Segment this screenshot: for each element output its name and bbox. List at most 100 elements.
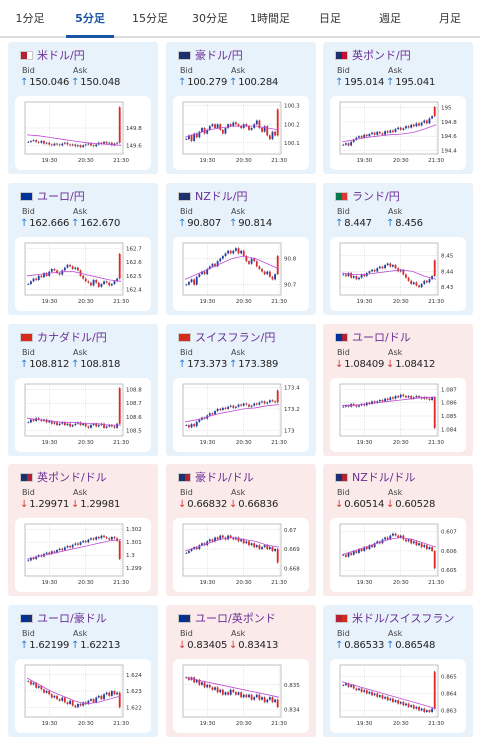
candle (268, 697, 271, 700)
candle (405, 126, 407, 129)
pair-name: ユーロ/豪ドル (37, 612, 107, 625)
candle (255, 403, 258, 405)
candle (433, 550, 436, 569)
candle (116, 423, 118, 428)
bid-value: ↑150.046 (20, 77, 70, 88)
candle (87, 281, 90, 283)
candle (384, 398, 386, 402)
tab-0[interactable]: 1分足 (15, 12, 45, 25)
pair-title[interactable]: NZドル/ドル (335, 470, 415, 484)
pair-title[interactable]: 米ドル/円 (20, 48, 85, 62)
flag-icon (335, 472, 348, 482)
rate-card[interactable]: ユーロ/英ポンド Bid Ask ↓0.83405 ↓0.83413 0.835 0.834… (166, 605, 316, 737)
pair-title[interactable]: ユーロ/円 (20, 189, 85, 203)
pair-title[interactable]: 英ポンド/円 (335, 48, 411, 62)
rate-card[interactable]: 英ポンド/ドル Bid Ask ↓1.29971 ↓1.29981 1.302 1.301 1… (8, 464, 158, 596)
candle (431, 116, 433, 119)
candle (371, 132, 373, 135)
candle-chart: 108.8 108.7 108.6 108.5 19:30 20:30 21:30 (24, 383, 142, 446)
bid-label: Bid (337, 488, 350, 497)
pair-name: 英ポンド/円 (352, 49, 411, 62)
rate-card[interactable]: 米ドル/スイスフラン Bid Ask ↑0.86533 ↑0.86548 0.865 0.8… (323, 605, 473, 737)
candle (415, 123, 418, 127)
arrow-down-icon: ↓ (335, 359, 344, 370)
pair-title[interactable]: ランド/円 (335, 189, 400, 203)
candle-chart: 0.865 0.864 0.863 19:30 20:30 21:30 (339, 664, 457, 727)
candle (423, 120, 426, 123)
tab-3[interactable]: 30分足 (192, 12, 228, 25)
candle (82, 145, 85, 148)
candle (373, 401, 376, 403)
candle (248, 261, 250, 264)
candle (95, 697, 98, 703)
moving-average-line (342, 396, 436, 406)
tab-7[interactable]: 月足 (439, 12, 461, 25)
rate-card[interactable]: ランド/円 Bid Ask ↑8.447 ↑8.456 8.45 8.44 8.43 19:30… (323, 183, 473, 315)
candle (237, 124, 240, 127)
rate-card[interactable]: 豪ドル/ドル Bid Ask ↓0.66832 ↓0.66836 0.67 0.669 0.6… (166, 464, 316, 596)
candle (214, 124, 216, 128)
rate-card[interactable]: 豪ドル/円 Bid Ask ↑100.279 ↑100.284 100.3 100.2 100… (166, 42, 316, 174)
candle (108, 538, 111, 540)
candle (360, 136, 363, 138)
pair-title[interactable]: 米ドル/スイスフラン (335, 611, 454, 625)
tab-6[interactable]: 週足 (379, 12, 401, 25)
flag-icon (20, 332, 33, 342)
rate-card[interactable]: 米ドル/円 Bid Ask ↑150.046 ↑150.048 149.8 149.6 19:… (8, 42, 158, 174)
tab-4[interactable]: 1時間足 (250, 12, 290, 25)
pair-title[interactable]: ユーロ/豪ドル (20, 611, 107, 625)
candle (433, 260, 436, 277)
tab-5[interactable]: 日足 (319, 12, 341, 25)
flag-icon (178, 613, 191, 623)
rate-card[interactable]: スイスフラン/円 Bid Ask ↑173.373 ↑173.389 173.4 173.2… (166, 324, 316, 456)
y-tick-label: 100.1 (284, 141, 300, 147)
ask-label: Ask (231, 488, 246, 497)
candle (43, 273, 45, 278)
rate-card[interactable]: ユーロ/ドル Bid Ask ↓1.08409 ↓1.08412 1.087 1.086 1.… (323, 324, 473, 456)
rate-card[interactable]: ユーロ/豪ドル Bid Ask ↑1.62199 ↑1.62213 1.624 1.623 1… (8, 605, 158, 737)
candle (206, 541, 209, 546)
rate-card[interactable]: ユーロ/円 Bid Ask ↑162.666 ↑162.670 162.7 162.6 162… (8, 183, 158, 315)
candle (423, 708, 426, 712)
candle (347, 405, 350, 407)
candle (69, 144, 71, 146)
pair-name: スイスフラン/円 (195, 331, 276, 344)
tab-1[interactable]: 5分足 (60, 0, 120, 38)
rate-card[interactable]: 英ポンド/円 Bid Ask ↑195.014 ↑195.041 195 194.8 194.… (323, 42, 473, 174)
candle (232, 405, 235, 408)
candle (188, 550, 190, 553)
y-tick-label: 108.7 (126, 401, 142, 407)
candle (87, 143, 90, 145)
pair-title[interactable]: 英ポンド/ドル (20, 470, 107, 484)
bid-label: Bid (180, 348, 193, 357)
pair-title[interactable]: スイスフラン/円 (178, 330, 275, 344)
y-tick-label: 0.607 (441, 530, 457, 536)
rate-card[interactable]: NZドル/円 Bid Ask ↑90.807 ↑90.814 90.8 90.7 19:30 2… (166, 183, 316, 315)
pair-title[interactable]: カナダドル/円 (20, 330, 107, 344)
candle (221, 256, 224, 259)
pair-title[interactable]: 豪ドル/円 (178, 48, 243, 62)
x-tick-label: 21:30 (271, 440, 287, 446)
pair-title[interactable]: ユーロ/ドル (335, 330, 411, 344)
candle (79, 542, 82, 545)
candle (221, 535, 224, 538)
candle (69, 546, 71, 548)
price-chart: 1.087 1.086 1.085 1.084 19:30 20:30 21:30 (330, 378, 466, 452)
candle (407, 703, 410, 707)
pair-title[interactable]: ユーロ/英ポンド (178, 611, 276, 625)
candle (56, 550, 58, 553)
x-tick-label: 21:30 (113, 580, 129, 586)
rate-card[interactable]: NZドル/ドル Bid Ask ↓0.60514 ↓0.60528 0.607 0.606 0… (323, 464, 473, 596)
candle (235, 248, 237, 251)
candle (350, 272, 353, 278)
pair-title[interactable]: 豪ドル/ドル (178, 470, 254, 484)
candle (412, 705, 415, 709)
tab-2[interactable]: 15分足 (132, 12, 168, 25)
pair-title[interactable]: NZドル/円 (178, 189, 247, 203)
arrow-up-icon: ↑ (335, 640, 344, 651)
candle (423, 280, 426, 284)
candle (235, 692, 237, 695)
rate-card[interactable]: カナダドル/円 Bid Ask ↑108.812 ↑108.818 108.8 108.7 1… (8, 324, 158, 456)
candle (425, 545, 428, 550)
arrow-up-icon: ↑ (178, 359, 187, 370)
